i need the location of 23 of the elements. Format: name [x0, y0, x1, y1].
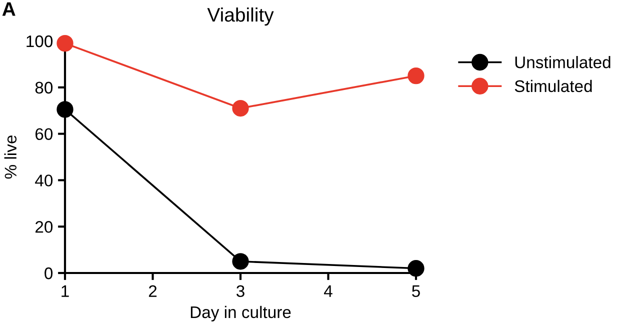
x-tick-label: 5 [412, 285, 420, 298]
text: A [2, 2, 16, 16]
y-axis-title: % live [4, 136, 17, 179]
y-tick-label: 80 [35, 82, 53, 94]
x-tick-label: 1 [62, 285, 69, 297]
chart-title: Viability [207, 7, 274, 26]
point [408, 260, 424, 277]
y-tick-label: 40 [35, 174, 53, 186]
y-tick-label: 60 [36, 128, 53, 140]
x-tick-label: 2 [148, 285, 157, 297]
point [56, 101, 74, 118]
legend-label: Unstimulated [515, 56, 610, 68]
y-tick-label: 100 [26, 35, 53, 48]
legend-label: Stimulated [514, 80, 592, 92]
point [56, 34, 74, 52]
x-axis-title: Day in culture [190, 306, 291, 322]
point [232, 253, 249, 270]
point [232, 100, 249, 117]
point [408, 67, 424, 84]
y-tick-label: 0 [44, 267, 53, 280]
x-tick-label: 3 [236, 285, 244, 298]
y-tick-label: 20 [35, 221, 53, 233]
x-tick-label: 4 [324, 285, 332, 297]
